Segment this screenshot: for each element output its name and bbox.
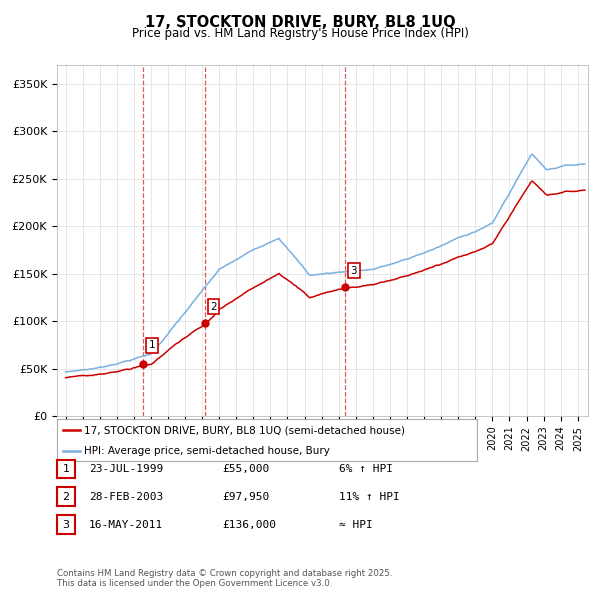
Text: HPI: Average price, semi-detached house, Bury: HPI: Average price, semi-detached house,… [84,446,330,455]
Text: £55,000: £55,000 [222,464,269,474]
Text: 3: 3 [350,266,357,276]
Text: 6% ↑ HPI: 6% ↑ HPI [339,464,393,474]
Text: 16-MAY-2011: 16-MAY-2011 [89,520,163,529]
Text: 1: 1 [149,340,155,350]
Text: 11% ↑ HPI: 11% ↑ HPI [339,492,400,502]
Text: 23-JUL-1999: 23-JUL-1999 [89,464,163,474]
Text: ≈ HPI: ≈ HPI [339,520,373,529]
Text: £97,950: £97,950 [222,492,269,502]
Text: Price paid vs. HM Land Registry's House Price Index (HPI): Price paid vs. HM Land Registry's House … [131,27,469,40]
Text: 1: 1 [62,464,70,474]
Text: 3: 3 [62,520,70,529]
Text: £136,000: £136,000 [222,520,276,529]
Text: 17, STOCKTON DRIVE, BURY, BL8 1UQ: 17, STOCKTON DRIVE, BURY, BL8 1UQ [145,15,455,30]
Text: 2: 2 [210,301,217,312]
Text: 28-FEB-2003: 28-FEB-2003 [89,492,163,502]
Text: 17, STOCKTON DRIVE, BURY, BL8 1UQ (semi-detached house): 17, STOCKTON DRIVE, BURY, BL8 1UQ (semi-… [84,425,406,435]
Text: Contains HM Land Registry data © Crown copyright and database right 2025.
This d: Contains HM Land Registry data © Crown c… [57,569,392,588]
Text: 2: 2 [62,492,70,502]
